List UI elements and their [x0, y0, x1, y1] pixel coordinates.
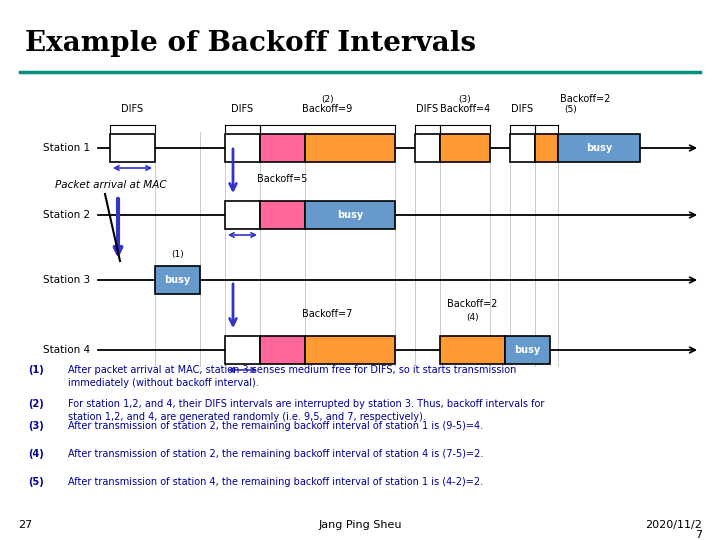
Bar: [440, 134, 490, 162]
Bar: [155, 266, 200, 294]
Bar: [260, 134, 305, 162]
Text: (4): (4): [28, 449, 44, 459]
Text: Backoff=5: Backoff=5: [257, 174, 307, 184]
Text: (4): (4): [466, 313, 479, 322]
Text: Backoff=7: Backoff=7: [302, 309, 353, 319]
Text: After transmission of station 4, the remaining backoff interval of station 1 is : After transmission of station 4, the rem…: [68, 477, 483, 487]
Text: (1): (1): [28, 365, 44, 375]
Bar: [558, 134, 640, 162]
Bar: [510, 134, 535, 162]
Text: Station 2: Station 2: [43, 210, 90, 220]
Bar: [225, 336, 260, 364]
Text: station 1,2, and 4, are generated randomly (i.e. 9,5, and 7, respectively).: station 1,2, and 4, are generated random…: [68, 412, 426, 422]
Text: (3): (3): [459, 95, 472, 104]
Bar: [260, 336, 305, 364]
Text: Jang Ping Sheu: Jang Ping Sheu: [318, 520, 402, 530]
Text: (2): (2): [28, 399, 44, 409]
Text: (5): (5): [28, 477, 44, 487]
Text: 7: 7: [695, 530, 702, 540]
Text: (5): (5): [564, 105, 577, 114]
Text: Backoff=2: Backoff=2: [447, 299, 498, 309]
Text: (3): (3): [28, 421, 44, 431]
Text: busy: busy: [337, 210, 363, 220]
Bar: [535, 134, 558, 162]
Text: DIFS: DIFS: [511, 104, 534, 114]
Text: (2): (2): [321, 95, 334, 104]
Text: Backoff=4: Backoff=4: [440, 104, 490, 114]
Text: Example of Backoff Intervals: Example of Backoff Intervals: [25, 30, 476, 57]
Bar: [440, 336, 505, 364]
Bar: [505, 336, 550, 364]
Text: busy: busy: [514, 345, 541, 355]
Text: DIFS: DIFS: [122, 104, 143, 114]
Text: DIFS: DIFS: [231, 104, 253, 114]
Text: 2020/11/2: 2020/11/2: [645, 520, 702, 530]
Text: After transmission of station 2, the remaining backoff interval of station 4 is : After transmission of station 2, the rem…: [68, 449, 483, 459]
Text: Station 4: Station 4: [43, 345, 90, 355]
Text: busy: busy: [164, 275, 191, 285]
Bar: [305, 336, 395, 364]
Bar: [110, 134, 155, 162]
Text: 27: 27: [18, 520, 32, 530]
Text: Station 1: Station 1: [43, 143, 90, 153]
Bar: [225, 134, 260, 162]
Bar: [260, 201, 305, 229]
Text: busy: busy: [586, 143, 612, 153]
Text: (1): (1): [171, 250, 184, 259]
Text: After transmission of station 2, the remaining backoff interval of station 1 is : After transmission of station 2, the rem…: [68, 421, 483, 431]
Text: Backoff=9: Backoff=9: [302, 104, 353, 114]
Text: After packet arrival at MAC, station 3 senses medium free for DIFS, so it starts: After packet arrival at MAC, station 3 s…: [68, 365, 516, 375]
Text: For station 1,2, and 4, their DIFS intervals are interrupted by station 3. Thus,: For station 1,2, and 4, their DIFS inter…: [68, 399, 544, 409]
Bar: [305, 134, 395, 162]
Text: immediately (without backoff interval).: immediately (without backoff interval).: [68, 378, 258, 388]
Text: DIFS: DIFS: [416, 104, 438, 114]
Text: Station 3: Station 3: [43, 275, 90, 285]
Bar: [305, 201, 395, 229]
Text: Backoff=2: Backoff=2: [560, 94, 610, 104]
Bar: [415, 134, 440, 162]
Bar: [225, 201, 260, 229]
Text: Packet arrival at MAC: Packet arrival at MAC: [55, 180, 166, 190]
